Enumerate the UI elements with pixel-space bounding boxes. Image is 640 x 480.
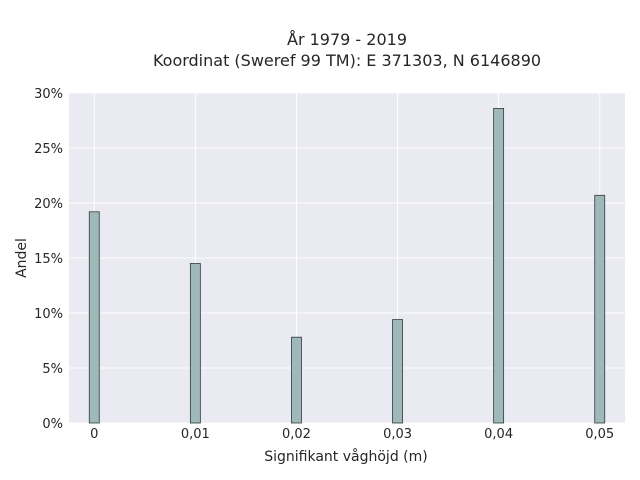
y-tick-label: 20%	[34, 197, 63, 212]
x-tick-label: 0,04	[484, 427, 513, 442]
bar-0,01	[189, 263, 201, 424]
chart-title-line1: År 1979 - 2019	[287, 30, 407, 49]
chart-title-line2: Koordinat (Sweref 99 TM): E 371303, N 61…	[153, 51, 541, 70]
x-axis-ticks: 0 0,01 0,02 0,03 0,04 0,05	[90, 427, 614, 442]
y-tick-label: 5%	[42, 362, 63, 377]
y-axis-ticks: 0% 5% 10% 15% 20% 25% 30%	[34, 87, 63, 432]
bars	[88, 108, 606, 424]
bar-0	[88, 211, 100, 424]
y-axis-label: Andel	[14, 238, 30, 278]
y-tick-label: 15%	[34, 252, 63, 267]
bar-0,03	[392, 319, 403, 424]
bar-0,02	[291, 336, 302, 424]
x-tick-label: 0,05	[585, 427, 614, 442]
x-tick-label: 0,03	[383, 427, 412, 442]
y-tick-label: 25%	[34, 142, 63, 157]
y-tick-label: 30%	[34, 87, 63, 102]
y-tick-label: 10%	[34, 307, 63, 322]
y-tick-label: 0%	[42, 417, 63, 432]
bar-0,05	[594, 194, 606, 424]
x-tick-label: 0	[90, 427, 98, 442]
x-tick-label: 0,02	[282, 427, 311, 442]
x-tick-label: 0,01	[181, 427, 210, 442]
x-axis-label: Signifikant våghöjd (m)	[264, 448, 427, 465]
bar-0,04	[493, 108, 505, 424]
